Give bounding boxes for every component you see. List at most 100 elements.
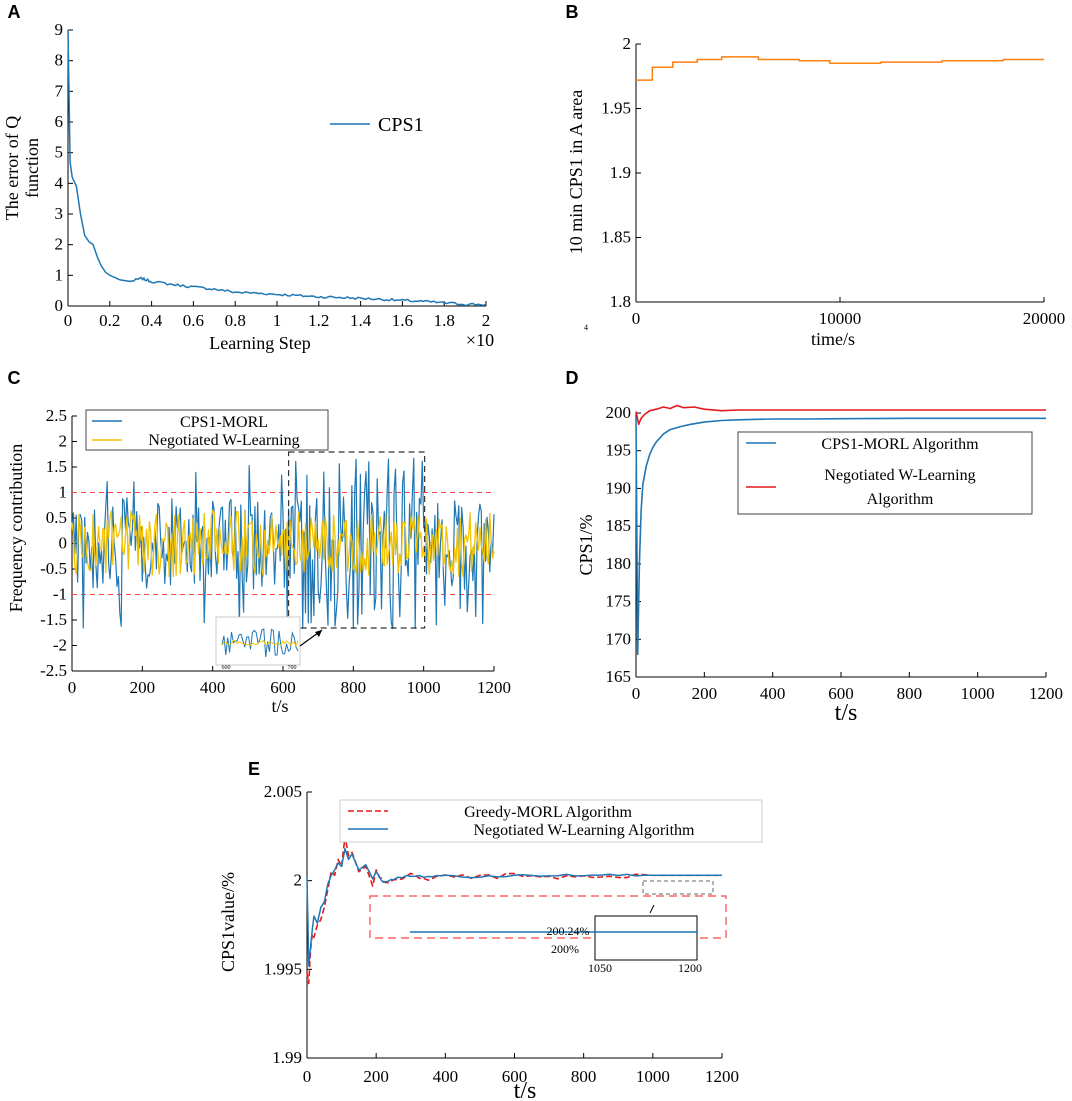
panel-a: A 0 0.2 0.4 0.6 0.8 1 1.2 1.4 1.6 1.8 2 0 1 2 3 4 5 6 7 8 9 Th… xyxy=(2,2,494,353)
x-axis-multiplier: ×10 xyxy=(466,330,494,350)
legend-box xyxy=(339,799,763,843)
x-tick-label: 20000 xyxy=(1023,309,1066,328)
panel-letter: C xyxy=(8,368,21,388)
y-tick-label: 2 xyxy=(59,432,68,451)
zoom-box xyxy=(287,451,426,629)
panel-d: D 0 200 400 600 800 1000 1200 165 170 175 180 185 190… xyxy=(566,368,1064,726)
y-tick-label: 190 xyxy=(606,478,632,497)
inset-tick-label: 700 xyxy=(288,665,297,671)
x-tick-label: 400 xyxy=(200,678,226,697)
x-tick-label: 200 xyxy=(363,1067,389,1086)
x-tick-label: 800 xyxy=(897,684,923,703)
panel-letter: A xyxy=(8,2,21,22)
y-axis-label: function xyxy=(22,138,42,198)
x-tick-label: 800 xyxy=(571,1067,597,1086)
y-tick-label: -2 xyxy=(53,636,67,655)
y-tick-label: -1.5 xyxy=(40,610,67,629)
legend-label: CPS1 xyxy=(378,114,424,136)
panel-letter: D xyxy=(566,368,579,388)
x-tick-label: 0.6 xyxy=(183,311,204,330)
series-negotiated-w-learning-line xyxy=(635,404,1046,426)
x-tick-label: 1000 xyxy=(407,678,441,697)
x-tick-label: 1.2 xyxy=(308,311,329,330)
y-axis-label: CPS1value/% xyxy=(218,872,238,972)
x-tick-label: 1200 xyxy=(1029,684,1063,703)
panel-b: B 0 10000 20000 1.8 1.85 1.9 1.95 2 10 min CPS1 i… xyxy=(566,2,1066,349)
legend-box xyxy=(737,431,1033,515)
x-axis-label: t/s xyxy=(514,1078,537,1101)
y-tick-label: 200 xyxy=(606,403,632,422)
legend-label: Negotiated W-Learning xyxy=(148,432,299,449)
panel-letter: B xyxy=(566,2,579,22)
x-tick-label: 400 xyxy=(760,684,786,703)
y-tick-label: 0 xyxy=(59,534,68,553)
inset-tick-label: 1200 xyxy=(678,961,702,975)
x-tick-label: 800 xyxy=(341,678,367,697)
zoom-arrowhead xyxy=(315,630,322,637)
x-tick-label: 1000 xyxy=(636,1067,670,1086)
x-axis-label: Learning Step xyxy=(209,333,310,353)
x-axis-label: t/s xyxy=(271,696,288,716)
inset-box xyxy=(594,915,698,961)
x-tick-label: 600 xyxy=(270,678,296,697)
y-tick-label: 1.5 xyxy=(46,457,67,476)
legend-label: Algorithm xyxy=(867,491,934,508)
zoom-arrow xyxy=(649,904,655,914)
stray-mark: 4 xyxy=(584,323,588,332)
y-tick-label: 5 xyxy=(55,143,64,162)
series-cps1-morl-line xyxy=(71,457,495,630)
inset-tick-label: 600 xyxy=(222,665,231,671)
y-tick-label: 185 xyxy=(606,516,632,535)
x-tick-label: 1 xyxy=(273,311,282,330)
y-tick-label: 1.85 xyxy=(601,228,631,247)
series-negotiated-w-learning-line xyxy=(306,847,722,967)
y-tick-label: 175 xyxy=(606,592,632,611)
x-tick-label: 1200 xyxy=(705,1067,739,1086)
y-tick-label: -1 xyxy=(53,585,67,604)
panel-c: C 0 200 400 600 800 1000 1200 -2.5 -2 -1.5 -1 -0.5 0 0… xyxy=(6,368,511,716)
zoom-box-large xyxy=(369,895,727,939)
y-tick-label: 1.995 xyxy=(264,959,302,978)
y-tick-label: 7 xyxy=(55,81,64,100)
x-tick-label: 0.8 xyxy=(225,311,246,330)
panel-letter: E xyxy=(248,759,260,779)
inset-label: 200% xyxy=(551,942,579,956)
x-tick-label: 400 xyxy=(433,1067,459,1086)
x-tick-label: 1000 xyxy=(961,684,995,703)
inset-tick-label: 1050 xyxy=(588,961,612,975)
y-tick-label: 1.95 xyxy=(601,99,631,118)
legend-label: CPS1-MORL Algorithm xyxy=(821,436,979,453)
y-tick-label: 180 xyxy=(606,554,632,573)
x-tick-label: 200 xyxy=(692,684,718,703)
series-greedy-morl-line xyxy=(306,835,722,985)
x-tick-label: 0.4 xyxy=(141,311,163,330)
x-tick-label: 1200 xyxy=(477,678,511,697)
series-cps1-morl-line xyxy=(635,416,1046,656)
x-tick-label: 1.8 xyxy=(434,311,455,330)
y-axis-label: CPS1/% xyxy=(576,514,596,575)
series-negotiated-w-learning-line xyxy=(71,510,495,578)
y-tick-label: 195 xyxy=(606,441,632,460)
y-tick-label: 1.99 xyxy=(272,1048,302,1067)
x-tick-label: 1.6 xyxy=(392,311,413,330)
y-tick-label: 0.5 xyxy=(46,508,67,527)
inset-label: 200.24% xyxy=(547,924,590,938)
x-tick-label: 1.4 xyxy=(350,311,372,330)
y-tick-label: 9 xyxy=(55,20,64,39)
y-tick-label: 1.8 xyxy=(610,292,631,311)
y-axis-label: Frequency contribution xyxy=(6,444,26,612)
x-tick-label: 0.2 xyxy=(99,311,120,330)
zoom-box-small xyxy=(642,880,714,895)
x-axis-label: t/s xyxy=(835,700,858,726)
y-tick-label: 4 xyxy=(55,173,64,192)
y-axis-label: 10 min CPS1 in A area xyxy=(566,90,586,255)
y-tick-label: 3 xyxy=(55,204,64,223)
y-tick-label: 2 xyxy=(623,34,632,53)
y-tick-label: 8 xyxy=(55,51,64,70)
panel-e: E 0 200 400 600 800 1000 1200 1.99 1.995 2 2.005 CPS… xyxy=(218,759,763,1101)
x-axis-label: time/s xyxy=(811,329,855,349)
y-axis-label: The error of Q xyxy=(2,116,22,220)
x-tick-label: 0 xyxy=(303,1067,312,1086)
y-tick-label: -2.5 xyxy=(40,661,67,680)
